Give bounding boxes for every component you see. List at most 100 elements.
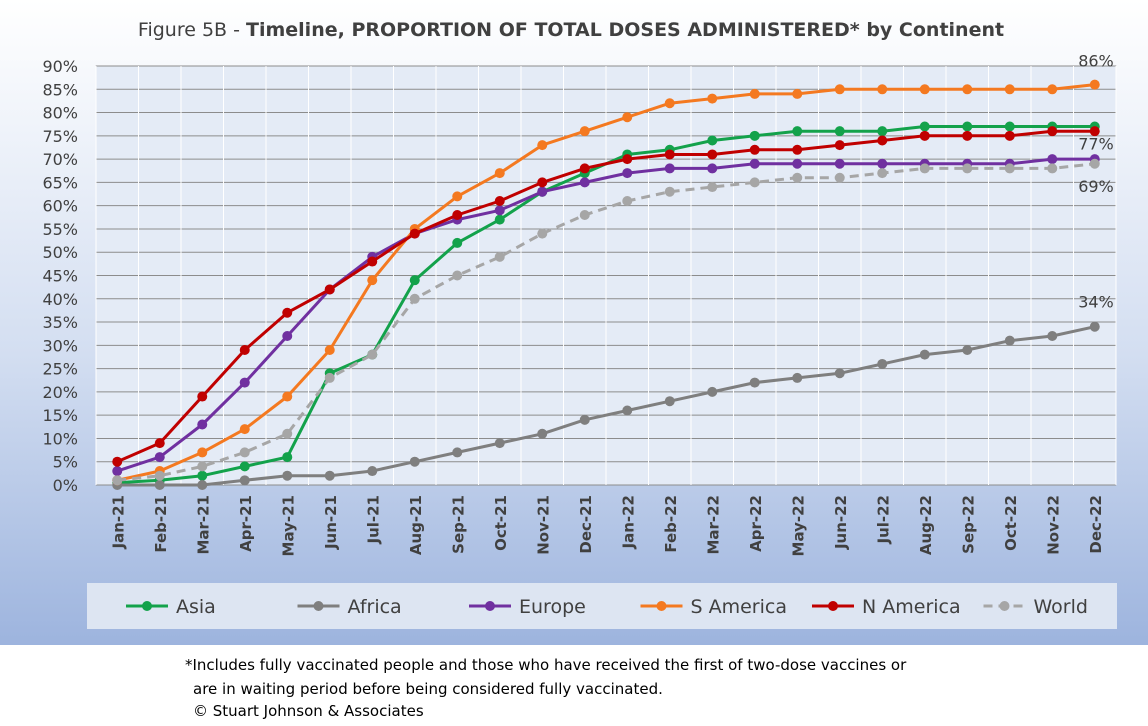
data-point-s-america — [282, 391, 293, 402]
y-tick-label: 50% — [42, 243, 78, 262]
data-point-africa — [452, 447, 463, 458]
y-tick-label: 90% — [42, 57, 78, 76]
data-point-asia — [282, 452, 293, 463]
y-tick-label: 60% — [42, 197, 78, 216]
y-tick-label: 0% — [53, 476, 78, 495]
data-point-n-america — [1004, 130, 1015, 141]
x-tick-label: Jun-22 — [832, 495, 850, 550]
x-tick-label: Oct-22 — [1002, 495, 1020, 551]
data-point-s-america — [239, 424, 250, 435]
legend-marker-africa — [313, 601, 324, 611]
data-point-n-america — [792, 144, 803, 155]
legend-label-africa: Africa — [348, 596, 402, 618]
y-tick-label: 35% — [42, 313, 78, 332]
legend-marker-europe — [485, 601, 495, 611]
data-point-europe — [537, 186, 548, 197]
legend-label-asia: Asia — [176, 596, 216, 618]
data-point-europe — [112, 466, 123, 477]
chart-title: Figure 5B - Timeline, PROPORTION OF TOTA… — [138, 19, 1004, 41]
series-line-n-america — [116, 129, 1095, 464]
data-point-europe — [154, 452, 165, 463]
data-point-world — [1089, 158, 1100, 169]
footnote-line-1: *Includes fully vaccinated people and th… — [185, 656, 907, 674]
y-tick-label: 55% — [42, 220, 78, 239]
x-tick-label: Jun-21 — [322, 495, 340, 550]
legend-label-world: World — [1034, 596, 1088, 618]
data-point-world — [622, 196, 633, 207]
data-point-n-america — [154, 438, 165, 449]
data-point-world — [112, 475, 123, 486]
data-point-n-america — [579, 163, 590, 174]
data-point-africa — [792, 372, 803, 383]
x-tick-label: May-22 — [789, 495, 807, 556]
end-label: 77% — [1078, 135, 1114, 154]
data-point-africa — [154, 480, 165, 490]
data-point-asia — [834, 126, 845, 137]
y-tick-label: 25% — [42, 360, 78, 379]
y-tick-label: 45% — [42, 267, 78, 286]
data-point-africa — [1004, 335, 1015, 346]
data-point-s-america — [1004, 84, 1015, 95]
data-point-s-america — [919, 84, 930, 95]
data-point-asia — [409, 275, 420, 286]
data-point-africa — [707, 386, 718, 397]
y-tick-label: 5% — [53, 453, 78, 472]
y-tick-label: 40% — [42, 290, 78, 309]
x-tick-label: Oct-21 — [492, 495, 510, 551]
data-point-asia — [919, 121, 930, 132]
data-point-n-america — [622, 154, 633, 165]
data-point-s-america — [664, 98, 675, 109]
data-point-n-america — [1047, 126, 1058, 137]
x-tick-label: Sep-22 — [959, 495, 977, 554]
legend-box — [87, 583, 1117, 629]
data-point-s-america — [962, 84, 973, 95]
data-point-s-america — [579, 126, 590, 137]
data-point-n-america — [282, 307, 293, 318]
data-point-world — [409, 293, 420, 304]
x-tick-label: Mar-22 — [704, 495, 722, 555]
legend-label-europe: Europe — [519, 596, 586, 618]
data-point-n-america — [409, 228, 420, 239]
data-point-africa — [877, 358, 888, 369]
data-point-s-america — [367, 275, 378, 286]
data-point-asia — [197, 470, 208, 481]
data-point-world — [197, 461, 208, 472]
y-tick-label: 85% — [42, 80, 78, 99]
data-point-n-america — [537, 177, 548, 188]
data-point-world — [537, 228, 548, 239]
data-point-s-america — [197, 447, 208, 458]
data-point-world — [494, 251, 505, 262]
data-point-world — [367, 349, 378, 360]
data-point-africa — [834, 368, 845, 379]
data-point-asia — [962, 121, 973, 132]
end-label: 34% — [1078, 293, 1114, 312]
end-label: 86% — [1078, 52, 1114, 71]
data-point-n-america — [707, 149, 718, 160]
x-tick-label: Feb-22 — [662, 495, 680, 553]
data-point-world — [834, 172, 845, 183]
data-point-s-america — [1089, 79, 1100, 90]
data-point-africa — [239, 475, 250, 486]
data-point-s-america — [792, 88, 803, 99]
data-point-n-america — [324, 284, 335, 295]
data-point-asia — [749, 130, 760, 141]
data-point-europe — [197, 419, 208, 430]
legend-marker-s-america — [656, 601, 667, 611]
legend-label-s-america: S America — [691, 596, 787, 618]
x-tick-label: Apr-22 — [747, 495, 765, 552]
x-tick-label: Sep-21 — [449, 495, 467, 554]
data-point-s-america — [622, 112, 633, 123]
data-point-africa — [749, 377, 760, 388]
data-point-world — [749, 177, 760, 188]
x-tick-label: Dec-22 — [1087, 495, 1105, 554]
data-point-n-america — [1089, 126, 1100, 137]
data-point-n-america — [664, 149, 675, 160]
data-point-africa — [197, 480, 208, 490]
x-tick-label: Dec-21 — [577, 495, 595, 554]
data-point-africa — [919, 349, 930, 360]
data-point-europe — [579, 177, 590, 188]
data-point-asia — [239, 461, 250, 472]
data-point-world — [1047, 163, 1058, 174]
data-point-n-america — [367, 256, 378, 267]
x-tick-label: Aug-22 — [917, 495, 935, 555]
